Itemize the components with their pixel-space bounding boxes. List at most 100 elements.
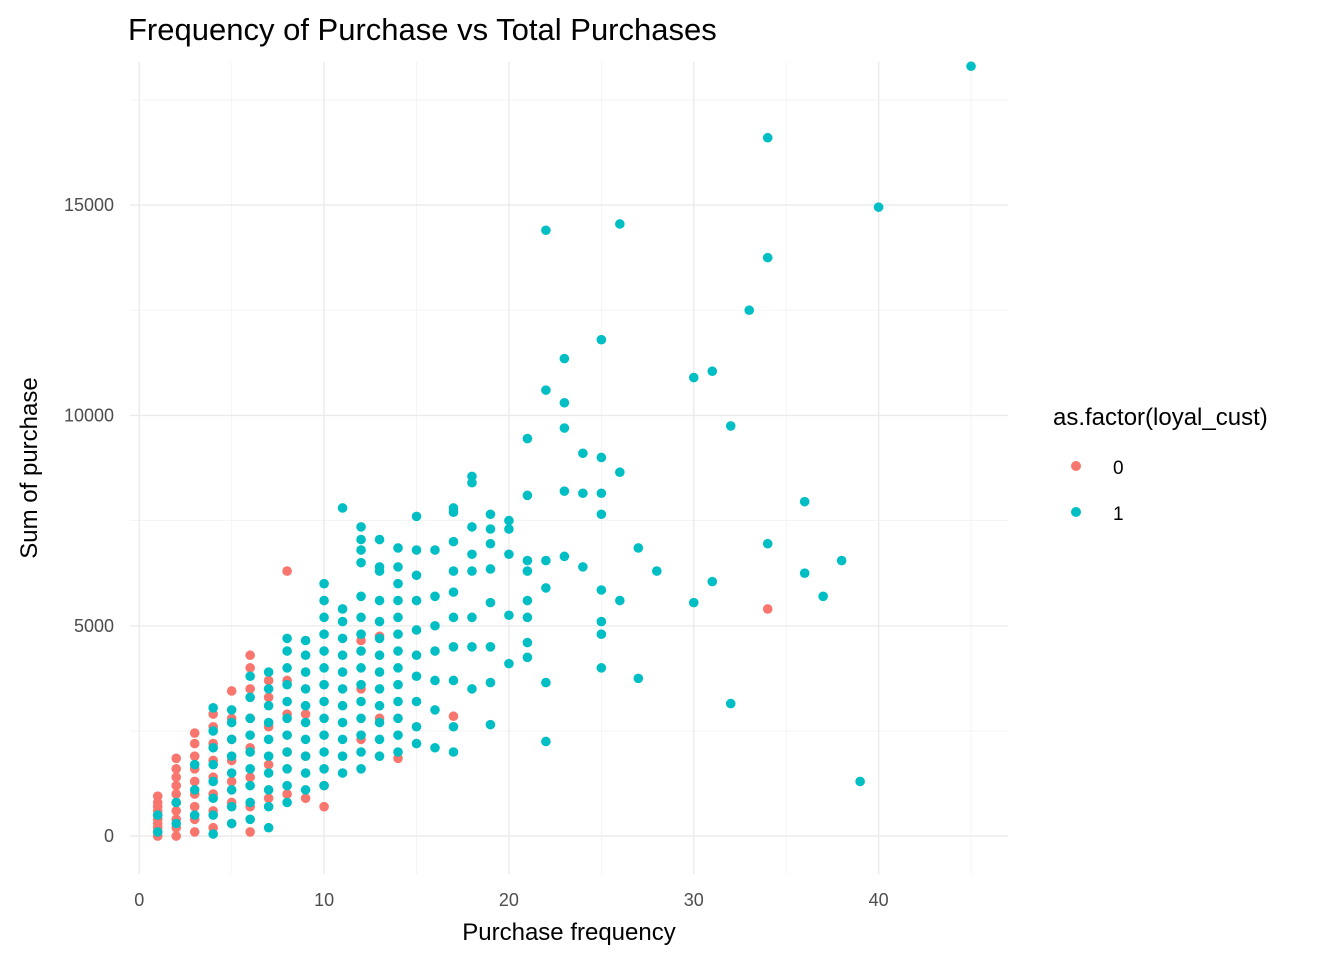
data-point-1 [448,675,459,686]
data-point-1 [226,768,237,778]
data-point-1 [467,549,477,560]
data-point-1 [319,612,329,623]
data-point-1 [559,353,570,364]
data-point-0 [226,776,237,787]
data-point-1 [245,780,255,791]
data-point-0 [282,789,292,799]
data-point-1 [596,334,607,345]
data-point-1 [430,742,440,753]
data-point-0 [448,711,459,722]
data-point-1 [541,555,551,566]
data-point-1 [725,698,736,709]
data-point-1 [282,696,292,707]
data-point-1 [208,776,218,787]
data-point-1 [245,797,255,808]
data-point-1 [263,734,274,745]
data-point-1 [393,713,403,724]
data-point-1 [189,785,200,795]
data-point-1 [596,509,607,520]
data-point-1 [356,679,366,690]
data-point-1 [836,555,847,566]
data-point-1 [707,366,718,377]
data-point-1 [411,721,422,732]
data-point-1 [411,545,422,555]
data-point-0 [263,759,274,770]
data-point-1 [300,751,311,761]
x-axis-ticks: 0 10 20 30 40 [134,890,888,910]
data-point-1 [319,663,329,673]
data-point-1 [337,700,348,711]
data-point-1 [300,635,311,646]
data-point-1 [522,555,533,566]
data-point-0 [171,772,182,783]
data-point-1 [300,785,311,795]
data-point-1 [226,785,237,795]
data-point-1 [393,578,403,589]
data-point-1 [430,591,440,602]
data-point-1 [966,61,976,72]
data-point-1 [762,538,773,549]
data-point-1 [559,397,570,408]
data-point-1 [356,522,366,532]
data-point-1 [411,696,422,707]
data-point-1 [578,562,588,572]
data-point-0 [189,827,200,837]
data-point-1 [541,583,551,593]
data-point-1 [282,780,292,791]
data-point-1 [356,663,366,673]
data-point-1 [356,764,366,774]
data-point-1 [319,747,329,757]
x-tick-label: 10 [314,890,334,910]
data-point-1 [356,696,366,707]
data-point-1 [356,591,366,602]
data-point-1 [263,751,274,761]
data-point-0 [171,789,182,799]
data-point-1 [374,534,385,545]
data-point-1 [393,696,403,707]
data-point-0 [189,738,200,749]
data-point-0 [189,776,200,787]
x-tick-label: 30 [684,890,704,910]
data-point-1 [596,488,607,499]
data-point-1 [615,467,625,478]
data-point-1 [263,822,274,833]
data-point-1 [282,633,292,644]
data-point-1 [208,829,218,839]
data-point-1 [282,663,292,673]
data-point-1 [356,747,366,757]
data-point-1 [208,759,218,770]
data-point-1 [245,747,255,757]
data-point-1 [171,818,182,829]
data-point-1 [725,421,736,431]
data-point-1 [448,747,459,757]
data-point-1 [559,486,570,496]
data-point-1 [411,595,422,606]
data-point-1 [374,734,385,745]
data-point-1 [448,536,459,547]
data-point-1 [208,793,218,804]
data-point-1 [337,503,348,513]
x-axis-label: Purchase frequency [462,919,675,946]
data-point-1 [319,595,329,606]
data-point-1 [374,650,385,661]
data-point-1 [300,700,311,711]
data-point-1 [226,818,237,829]
data-point-1 [522,490,533,501]
data-point-0 [300,793,311,804]
data-point-1 [152,827,163,837]
data-point-1 [485,538,496,549]
data-point-1 [337,734,348,745]
data-point-1 [300,684,311,694]
data-point-1 [448,587,459,597]
data-point-1 [393,562,403,572]
data-point-1 [393,543,403,553]
data-point-0 [245,663,255,673]
data-point-1 [855,776,865,787]
data-point-1 [300,717,311,728]
data-point-1 [541,385,551,395]
data-point-1 [300,734,311,745]
data-point-1 [652,566,662,576]
data-point-1 [337,667,348,677]
data-point-1 [245,692,255,703]
